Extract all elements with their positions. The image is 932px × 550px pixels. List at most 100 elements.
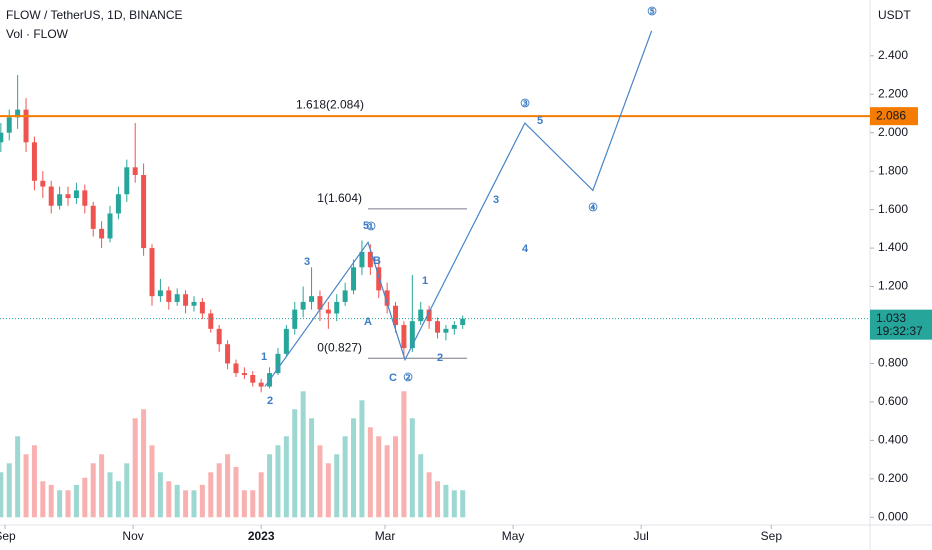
candle-body [57,194,63,206]
volume-bar [31,445,37,518]
candle-body [124,167,130,195]
price-tag [870,309,932,340]
volume-bar [258,472,264,518]
volume-bar [376,436,382,518]
volume-bar [384,445,390,518]
candle-body [393,305,399,325]
candle-body [342,290,348,302]
volume-bar [359,400,365,518]
volume-bar [73,484,79,518]
candle-body [292,309,298,329]
wave-label: C [389,372,397,384]
candle-body [199,301,205,314]
volume-bar [325,463,331,518]
y-tick-label: 0.400 [878,433,908,447]
candle-body [40,180,46,187]
volume-bar [124,463,130,518]
y-tick-label: 1.600 [878,202,908,216]
candle-body [250,375,256,383]
candle-body [275,353,281,374]
candle-body [65,194,71,199]
candle-body [233,363,239,374]
y-tick-label: 0.000 [878,509,908,523]
y-tick-label: 0.200 [878,471,908,485]
candle-body [216,328,222,345]
wave-label: ② [403,372,413,384]
volume-bar [0,472,4,518]
x-tick-label: 2023 [248,529,275,543]
volume-bar [15,436,21,518]
volume-bar [250,490,256,518]
candle-body [460,318,466,325]
candle-body [48,186,54,206]
volume-bar [309,418,315,518]
volume-bar [174,484,180,518]
candle-body [149,248,155,297]
wave-label: 1 [261,351,267,363]
wave-label: B [373,255,381,267]
volume-bar [367,427,373,518]
volume-bar [460,490,466,518]
wave-label: ① [366,221,376,233]
wave-label: 2 [267,395,273,407]
volume-bar [183,490,189,518]
volume-bar [342,436,348,518]
candle-body [191,301,197,306]
volume-bar [418,454,424,518]
wave-projection [264,30,653,387]
volume-bar [199,484,205,518]
candle-body [99,228,105,239]
volume-bar [409,418,415,518]
wave-label: 4 [522,243,529,255]
wave-label: 5 [537,115,543,127]
candle-body [401,325,407,349]
candle-body [359,251,365,268]
volume-bar [40,481,46,518]
y-tick-label: 2.400 [878,48,908,62]
volume-bar [90,463,96,518]
x-tick-label: Mar [375,529,396,543]
volume-bar [141,409,147,518]
candle-body [451,325,457,329]
candle-body [426,309,432,322]
candle-body [73,190,79,199]
candle-body [174,294,180,302]
wave-label: 3 [304,256,310,268]
volume-bar [393,436,399,518]
candle-body [15,109,21,118]
y-tick-label: 2.200 [878,86,908,100]
candle-body [443,328,449,333]
volume-bar [292,409,298,518]
volume-bar [191,490,197,518]
candle-body [334,301,340,314]
x-tick-label: May [502,529,525,543]
candle-body [6,117,12,133]
volume-bar [132,418,138,518]
countdown: 19:32:37 [876,324,923,338]
candle-body [0,132,4,143]
candle-body [376,267,382,291]
y-tick-label: 0.800 [878,356,908,370]
y-tick-label: 1.400 [878,240,908,254]
volume-bar [401,391,407,518]
volume-title: Vol · FLOW [6,27,69,41]
fib-label: 1(1.604) [317,191,362,205]
price-tag-label: 2.086 [876,108,906,122]
y-tick-label: 0.600 [878,394,908,408]
wave-label: ④ [588,202,598,214]
candle-body [283,328,289,354]
volume-bar [443,484,449,518]
volume-bar [149,445,155,518]
volume-bar [233,466,239,518]
candle-body [418,309,424,322]
candle-body [82,190,88,206]
volume-bar [351,418,357,518]
volume-bar [435,481,441,518]
volume-bar [216,463,222,518]
candle-body [208,313,214,329]
volume-bar [225,454,231,518]
candle-body [435,321,441,333]
volume-bar [241,490,247,518]
